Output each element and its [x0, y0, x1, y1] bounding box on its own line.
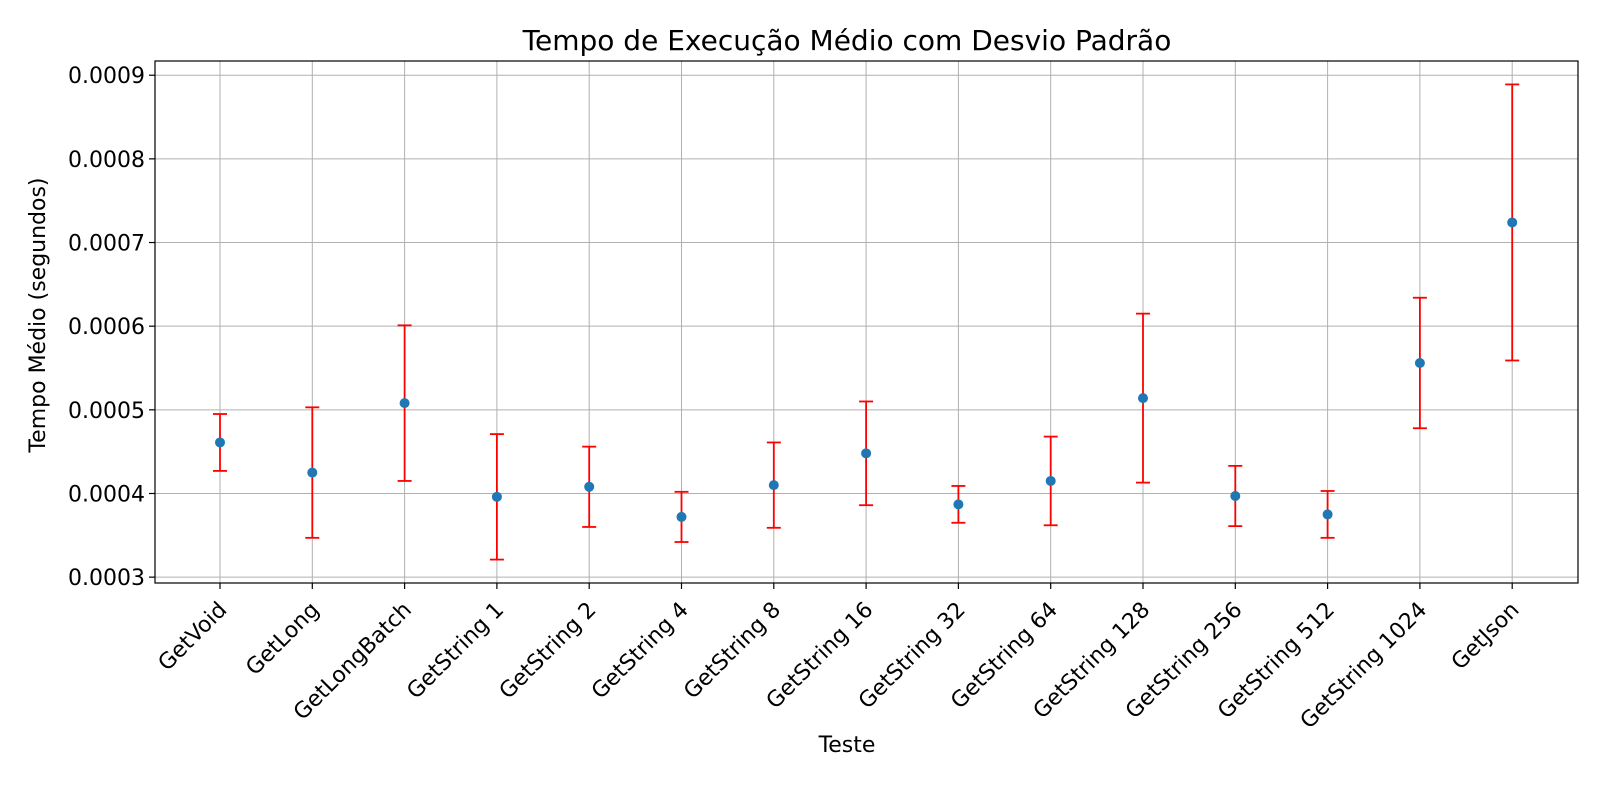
data-point — [307, 467, 318, 478]
x-tick-label: GetJson — [1447, 598, 1524, 675]
data-point — [676, 511, 687, 522]
y-tick-label: 0.0009 — [68, 64, 145, 89]
y-tick-label: 0.0003 — [68, 566, 145, 591]
y-tick-label: 0.0007 — [68, 232, 145, 257]
x-tick-label: GetString 2 — [495, 598, 602, 705]
y-axis-label: Tempo Médio (segundos) — [26, 177, 51, 453]
y-tick-label: 0.0008 — [68, 148, 145, 173]
x-axis-label: Teste — [818, 733, 876, 758]
y-tick-label: 0.0005 — [68, 399, 145, 424]
data-point — [491, 491, 502, 502]
data-point — [399, 398, 410, 409]
data-point — [1322, 509, 1333, 520]
data-point — [1507, 217, 1518, 228]
x-tick-label: GetString 4 — [587, 598, 694, 705]
data-point — [1230, 491, 1241, 501]
data-point — [1138, 393, 1148, 404]
x-tick-label: GetLong — [241, 598, 324, 681]
data-point — [861, 448, 872, 459]
data-point — [584, 481, 595, 492]
data-point — [953, 499, 964, 510]
y-tick-label: 0.0004 — [68, 482, 145, 507]
x-tick-label: GetVoid — [154, 598, 233, 677]
chart-title: Tempo de Execução Médio com Desvio Padrã… — [522, 24, 1172, 57]
data-point — [768, 480, 779, 491]
data-point — [1414, 357, 1425, 368]
data-point — [215, 437, 225, 448]
y-axis-ticks: 0.0003 0.0004 0.0005 0.0006 0.0007 0.0008 0.00… — [68, 64, 155, 591]
y-tick-label: 0.0006 — [68, 315, 145, 340]
data-points — [215, 217, 1518, 522]
plot-frame — [154, 60, 1579, 584]
data-point — [1045, 475, 1056, 486]
x-tick-label: GetString 1 — [402, 598, 509, 705]
